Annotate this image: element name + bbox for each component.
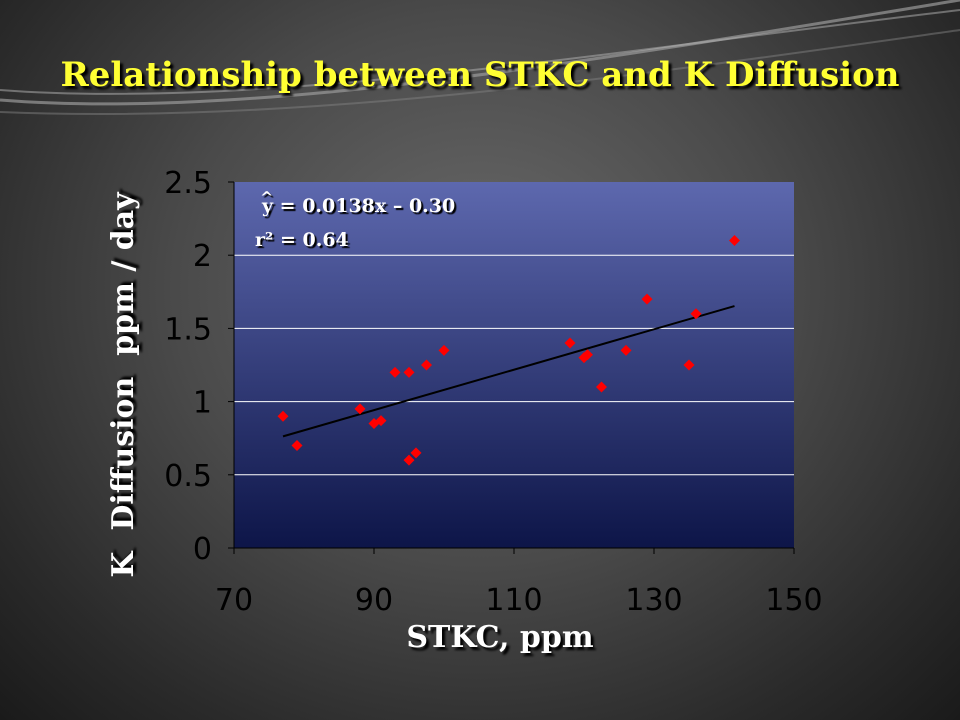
- data-point: [596, 381, 607, 393]
- data-point: [403, 454, 415, 466]
- equation-line-1: y = 0.0138x – 0.30: [262, 195, 456, 217]
- data-point: [729, 235, 740, 247]
- y-tick-label: 1.5: [164, 312, 212, 347]
- data-point: [438, 344, 450, 356]
- trendline: [282, 305, 735, 438]
- y-tick-label: 0: [193, 532, 212, 567]
- y-axis-label: K Diffusion ppm / day: [106, 192, 141, 578]
- background-swoosh: [0, 0, 960, 116]
- data-point: [403, 366, 415, 378]
- data-points: [277, 235, 740, 466]
- data-point: [410, 447, 422, 459]
- x-tick-label: 70: [215, 583, 253, 618]
- axes: [228, 181, 795, 554]
- plot-background: [234, 182, 794, 548]
- chart-title: Relationship between STKC and K Diffusio…: [60, 55, 900, 95]
- y-tick-labels: 0 0.5 1 1.5 2 2.5: [164, 166, 212, 567]
- y-tick-label: 2.5: [164, 166, 212, 201]
- data-point: [375, 415, 387, 427]
- data-point: [291, 440, 303, 452]
- data-point: [582, 349, 593, 361]
- data-point: [564, 337, 576, 349]
- data-point: [690, 308, 702, 320]
- y-tick-label: 1: [193, 386, 212, 421]
- x-tick-label: 110: [485, 583, 542, 618]
- x-axis-label: STKC, ppm: [406, 620, 594, 655]
- data-point: [641, 293, 653, 305]
- x-tick-labels: 70 90 110 130 150: [215, 583, 823, 618]
- data-point: [389, 366, 401, 378]
- x-tick-label: 150: [765, 583, 822, 618]
- y-tick-label: 0.5: [164, 459, 212, 494]
- data-point: [354, 403, 366, 415]
- data-point: [683, 359, 695, 371]
- x-tick-label: 130: [625, 583, 682, 618]
- data-point: [620, 344, 632, 356]
- x-tick-label: 90: [355, 583, 393, 618]
- equation-hat: ^: [260, 188, 274, 207]
- data-point: [421, 359, 432, 371]
- data-point: [277, 410, 289, 422]
- gridlines: [234, 254, 794, 476]
- trendline-segment: [282, 305, 735, 438]
- y-tick-label: 2: [193, 239, 212, 274]
- equation-line-2: r² = 0.64: [255, 229, 349, 251]
